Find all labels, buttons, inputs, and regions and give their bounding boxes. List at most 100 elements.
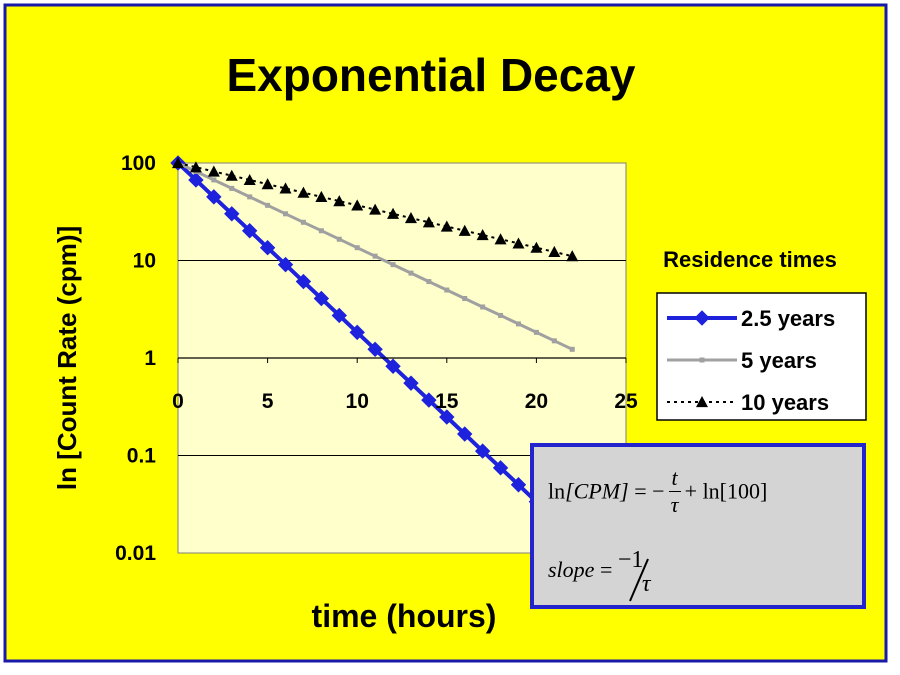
y-tick-label: 1 <box>144 347 156 370</box>
data-point <box>315 190 328 202</box>
data-point <box>474 443 491 459</box>
data-point <box>510 477 527 493</box>
data-point <box>390 262 396 268</box>
data-point <box>530 241 543 253</box>
ln-operator: ln <box>548 478 566 504</box>
data-point <box>243 173 256 186</box>
minus-sign: − <box>652 478 665 504</box>
data-point <box>261 178 274 190</box>
legend-item: 10 years <box>667 390 829 415</box>
data-point <box>515 321 521 327</box>
y-tick-label: 0.1 <box>127 445 157 468</box>
data-point <box>372 253 378 259</box>
data-point <box>421 392 437 408</box>
slope-word: slope <box>548 557 595 583</box>
data-point <box>313 290 330 307</box>
x-tick-label: 20 <box>525 390 548 413</box>
legend-label: 2.5 years <box>741 306 835 331</box>
x-tick-label: 10 <box>346 390 369 413</box>
legend-marker <box>694 310 710 326</box>
x-tick-label: 15 <box>435 390 459 413</box>
legend-marker <box>696 396 708 408</box>
legend-box <box>656 292 867 421</box>
data-point <box>387 207 400 219</box>
y-tick-label: 10 <box>133 250 156 273</box>
legend-item: 2.5 years <box>667 306 835 331</box>
data-point <box>494 233 507 245</box>
data-point <box>351 199 364 211</box>
data-point <box>318 228 324 234</box>
data-point <box>426 279 432 285</box>
data-point <box>211 177 217 183</box>
data-point <box>206 189 222 205</box>
data-point <box>512 237 525 249</box>
data-point <box>172 157 184 169</box>
data-point <box>259 239 276 256</box>
data-point <box>224 206 240 222</box>
legend-label: 10 years <box>741 390 829 415</box>
data-point <box>277 256 294 273</box>
y-tick-label: 0.01 <box>115 542 156 565</box>
legend-items: 2.5 years 5 years 10 years <box>667 306 835 415</box>
data-point <box>403 375 419 391</box>
data-point <box>295 273 312 290</box>
y-axis-label: ln [Count Rate (cpm)] <box>52 226 82 490</box>
x-tick-label: 25 <box>614 390 638 413</box>
data-point <box>333 195 346 207</box>
x-axis-label: time (hours) <box>312 598 497 634</box>
data-point <box>225 169 238 181</box>
slope-equation: slope = −1 τ <box>548 547 658 602</box>
data-point <box>569 346 575 352</box>
data-point <box>331 307 347 324</box>
fraction-denominator: τ <box>670 492 679 517</box>
data-point <box>408 270 414 276</box>
data-point <box>336 236 342 242</box>
data-point <box>354 245 360 251</box>
y-axis-ticks: 0.01 0.1 1 10 100 <box>115 152 156 565</box>
slash-denominator: τ <box>641 571 651 597</box>
data-point <box>279 182 292 194</box>
y-tick-label: 100 <box>121 152 156 175</box>
data-point <box>422 216 435 228</box>
data-point <box>297 186 310 198</box>
data-point <box>476 228 489 241</box>
fraction-slash <box>628 558 649 602</box>
data-point <box>367 341 383 358</box>
series-square <box>175 160 575 352</box>
legend-label: 5 years <box>741 348 817 373</box>
data-point <box>265 202 271 208</box>
data-point <box>440 220 453 232</box>
data-point <box>385 358 401 374</box>
cpm-term: [CPM] <box>565 478 629 504</box>
data-point <box>533 329 539 335</box>
one-over-tau-fraction: −1 τ <box>618 547 658 603</box>
series-triangle <box>172 157 579 262</box>
fraction-numerator: t <box>668 465 681 492</box>
plus-ln-term: + ln[100] <box>684 478 768 504</box>
data-point <box>498 312 504 318</box>
formula-box: ln[CPM] = − t τ + ln[100] slope = −1 τ <box>530 443 866 609</box>
data-point <box>457 426 473 442</box>
x-tick-label: 5 <box>262 390 274 413</box>
data-point <box>480 304 486 310</box>
legend-item: 5 years <box>667 348 817 373</box>
legend-title: Residence times <box>663 247 837 272</box>
data-point <box>551 338 557 344</box>
slash-numerator: −1 <box>617 547 644 573</box>
data-point <box>458 224 471 236</box>
x-tick-label: 0 <box>172 390 184 413</box>
legend: 2.5 years 5 years 10 years <box>656 292 867 421</box>
x-axis-ticks: 0 5 10 15 20 25 <box>172 357 638 413</box>
series-line <box>177 162 573 258</box>
data-point <box>188 172 204 188</box>
data-point <box>404 212 417 224</box>
data-point <box>300 219 306 225</box>
data-point <box>369 203 382 215</box>
data-point <box>189 161 202 173</box>
data-point <box>439 409 455 425</box>
equals-sign-2: = <box>599 557 613 583</box>
data-point <box>349 324 365 341</box>
data-point <box>566 250 579 262</box>
data-point <box>444 287 450 293</box>
